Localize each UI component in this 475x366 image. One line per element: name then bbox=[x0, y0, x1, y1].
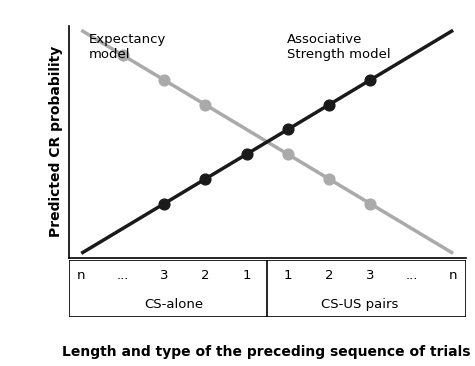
Text: 1: 1 bbox=[242, 269, 251, 282]
Point bbox=[367, 77, 374, 83]
Point bbox=[284, 127, 292, 132]
Text: Length and type of the preceding sequence of trials: Length and type of the preceding sequenc… bbox=[62, 345, 470, 359]
Point bbox=[160, 77, 168, 83]
Text: CS-alone: CS-alone bbox=[145, 298, 204, 311]
Text: 1: 1 bbox=[284, 269, 292, 282]
Point bbox=[325, 102, 333, 108]
Point bbox=[201, 176, 209, 182]
Text: 2: 2 bbox=[325, 269, 333, 282]
Point bbox=[367, 201, 374, 207]
Point bbox=[201, 102, 209, 108]
Text: Associative
Strength model: Associative Strength model bbox=[287, 33, 390, 61]
Point bbox=[119, 52, 126, 58]
Text: 3: 3 bbox=[366, 269, 375, 282]
Text: ...: ... bbox=[116, 269, 129, 282]
Text: CS-US pairs: CS-US pairs bbox=[322, 298, 399, 311]
Y-axis label: Predicted CR probability: Predicted CR probability bbox=[49, 46, 63, 238]
Point bbox=[160, 201, 168, 207]
Text: n: n bbox=[77, 269, 86, 282]
Text: 3: 3 bbox=[160, 269, 168, 282]
Text: Expectancy
model: Expectancy model bbox=[89, 33, 166, 61]
Text: ...: ... bbox=[406, 269, 418, 282]
Point bbox=[243, 151, 250, 157]
Text: n: n bbox=[449, 269, 457, 282]
Point bbox=[284, 151, 292, 157]
Point bbox=[325, 176, 333, 182]
Text: 2: 2 bbox=[201, 269, 209, 282]
